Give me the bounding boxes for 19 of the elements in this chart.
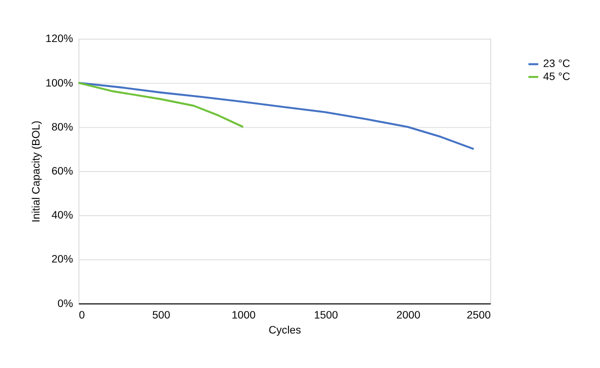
legend-label: 45 °C xyxy=(543,70,570,83)
y-tick-label: 0% xyxy=(57,298,74,310)
line-series xyxy=(77,82,475,150)
y-tick-label: 80% xyxy=(51,121,74,134)
x-tick-label: 500 xyxy=(152,310,170,322)
y-tick-label: 60% xyxy=(51,165,74,178)
x-axis-title: Cycles xyxy=(268,324,301,336)
y-tick-label: 100% xyxy=(45,77,74,90)
line-series xyxy=(77,82,244,128)
y-axis-title: Initial Capacity (BOL) xyxy=(30,120,43,222)
x-tick-label: 1000 xyxy=(232,310,256,322)
x-tick-label: 1500 xyxy=(314,310,338,322)
y-tick-label: 120% xyxy=(45,33,74,46)
legend-label: 23 °C xyxy=(543,58,570,70)
x-tick-label: 2000 xyxy=(396,310,420,322)
y-tick-label: 40% xyxy=(51,210,74,222)
x-tick-label: 0 xyxy=(78,310,85,322)
x-tick-label: 2500 xyxy=(466,310,491,322)
y-tick-label: 20% xyxy=(51,254,74,266)
